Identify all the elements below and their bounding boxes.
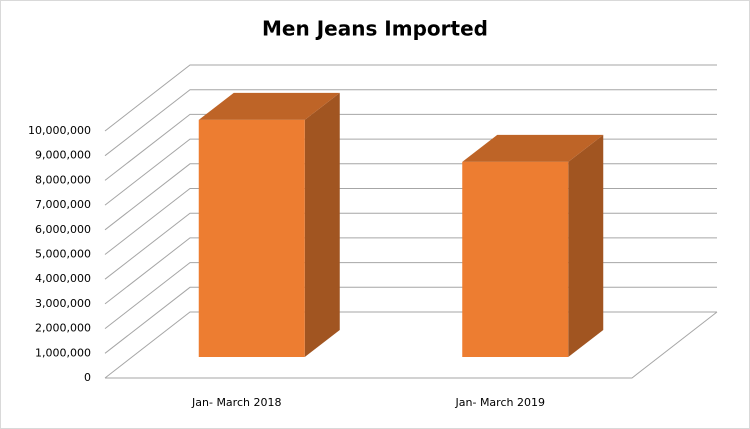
y-tick-label: 4,000,000 (35, 272, 91, 285)
bar-top (198, 92, 340, 120)
y-tick-label: 5,000,000 (35, 248, 91, 261)
bar (198, 119, 305, 357)
bar-side (304, 92, 340, 357)
bar-side (568, 134, 604, 357)
y-tick-label: 1,000,000 (35, 346, 91, 359)
y-tick-label: 7,000,000 (35, 198, 91, 211)
y-tick-label: 2,000,000 (35, 322, 91, 335)
chart-title: Men Jeans Imported (262, 17, 488, 41)
y-tick-label: 6,000,000 (35, 223, 91, 236)
grid-line (104, 113, 717, 181)
y-tick-label: 9,000,000 (35, 149, 91, 162)
y-tick-label: 3,000,000 (35, 297, 91, 310)
y-tick-label: 8,000,000 (35, 173, 91, 186)
x-tick-label: Jan- March 2018 (191, 396, 281, 409)
x-tick-label: Jan- March 2019 (455, 396, 545, 409)
bar (462, 161, 569, 357)
grid-line (104, 64, 717, 132)
floor-edge (105, 311, 718, 379)
y-tick-label: 10,000,000 (28, 124, 91, 137)
y-tick-label: 0 (84, 371, 91, 384)
bar-top (462, 134, 604, 162)
grid-line (104, 89, 717, 157)
